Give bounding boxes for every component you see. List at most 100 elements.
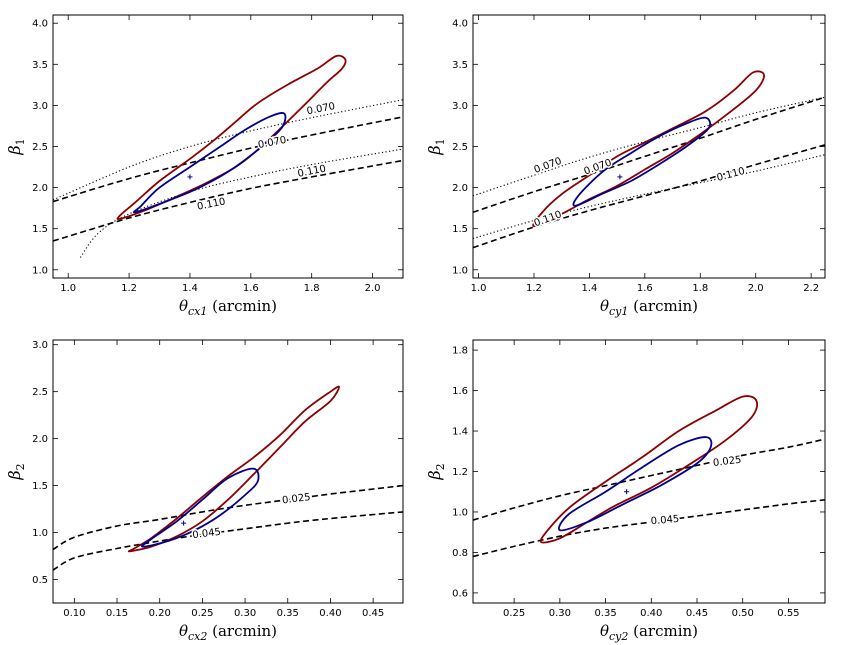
inner-contour <box>141 467 260 548</box>
line-label: 0.045 <box>650 514 679 527</box>
x-axis-label-subscript: cy2 <box>609 630 628 643</box>
dashed-line-0-110 <box>473 144 825 249</box>
line-label: 0.070 <box>257 135 287 151</box>
dotted-line-0-110 <box>79 148 403 258</box>
plot-area: 0.025 0.045 <box>53 385 403 571</box>
x-axis-label-unit: (arcmin) <box>207 622 277 640</box>
y-tick-label: 0.6 <box>452 588 468 599</box>
y-axis-label-subscript: 2 <box>14 463 27 470</box>
x-tick-label: 2.2 <box>803 283 819 294</box>
x-tick-label: 0.30 <box>549 608 571 619</box>
x-tick-label: 1.8 <box>692 283 708 294</box>
x-tick-label: 0.25 <box>503 608 525 619</box>
y-tick-label: 1.5 <box>32 224 48 235</box>
x-tick-label: 1.8 <box>304 283 320 294</box>
x-tick-label: 1.6 <box>637 283 653 294</box>
line-label: 0.110 <box>716 166 747 184</box>
axes-frame <box>52 339 404 604</box>
x-tick-label: 2.0 <box>365 283 381 294</box>
y-tick-label: 1.8 <box>452 346 468 357</box>
y-tick-label: 0.5 <box>32 575 48 586</box>
dashed-line-0-025 <box>53 484 403 551</box>
y-tick-label: 1.0 <box>452 265 468 276</box>
y-axis-label-symbol: β <box>425 470 444 480</box>
x-tick-label: 1.4 <box>581 283 597 294</box>
inner-contour <box>572 116 711 207</box>
x-tick-label: 0.25 <box>191 608 213 619</box>
outer-contour <box>532 70 765 228</box>
best-fit-marker <box>624 489 630 495</box>
line-label: 0.045 <box>192 527 222 541</box>
dashed-line-0-045 <box>473 499 825 558</box>
x-axis-label-symbol: θ <box>600 622 609 640</box>
x-tick-label: 0.40 <box>640 608 662 619</box>
x-tick-label: 0.35 <box>277 608 299 619</box>
x-axis-label: θcy1 (arcmin) <box>600 297 698 318</box>
y-axis-label-symbol: β <box>5 470 24 480</box>
x-axis-label-symbol: θ <box>179 297 188 315</box>
line-label: 0.070 <box>306 101 336 117</box>
y-tick-label: 2.5 <box>452 142 468 153</box>
x-tick-label: 0.40 <box>319 608 341 619</box>
y-tick-label: 2.5 <box>32 142 48 153</box>
x-tick-label: 0.10 <box>63 608 85 619</box>
y-axis-label: β1 <box>5 138 27 155</box>
y-tick-label: 3.0 <box>452 101 468 112</box>
y-tick-label: 1.5 <box>452 224 468 235</box>
x-tick-label: 1.2 <box>121 283 137 294</box>
x-tick-label: 0.50 <box>732 608 754 619</box>
y-tick-label: 2.0 <box>452 183 468 194</box>
best-fit-marker <box>181 520 187 526</box>
x-axis-label-unit: (arcmin) <box>207 297 277 315</box>
x-tick-label: 0.20 <box>149 608 171 619</box>
line-label: 0.110 <box>196 196 226 212</box>
line-label: 0.025 <box>281 492 311 506</box>
y-axis-label-subscript: 1 <box>14 138 27 145</box>
inner-contour <box>132 112 287 214</box>
dotted-line-0-070 <box>53 99 403 201</box>
x-axis-label-subscript: cy1 <box>609 305 628 318</box>
y-tick-label: 3.0 <box>32 101 48 112</box>
y-tick-label: 1.0 <box>32 528 48 539</box>
y-tick-label: 2.0 <box>32 183 48 194</box>
x-axis-label: θcx2 (arcmin) <box>179 622 277 643</box>
axes-frame <box>472 14 826 279</box>
x-axis-label-symbol: θ <box>600 297 609 315</box>
dotted-line-0-070 <box>473 96 825 197</box>
y-tick-label: 1.0 <box>452 507 468 518</box>
x-tick-label: 1.6 <box>243 283 259 294</box>
dotted-line-0-110 <box>473 154 825 240</box>
y-tick-label: 1.0 <box>32 265 48 276</box>
axes-frame <box>52 14 404 279</box>
panel-theta-cx2-beta2: 0.025 0.045 0.10 0.15 0.20 0.25 0.30 0.35 0.40 0.… <box>5 339 404 643</box>
outer-contour <box>539 395 759 544</box>
x-tick-label: 0.55 <box>777 608 799 619</box>
x-axis-label-symbol: θ <box>179 622 188 640</box>
y-axis-label-symbol: β <box>5 145 24 155</box>
y-tick-label: 2.5 <box>32 387 48 398</box>
x-tick-label: 2.0 <box>748 283 764 294</box>
y-tick-label: 1.2 <box>452 467 468 478</box>
plot-area: 0.025 0.045 <box>473 395 825 558</box>
panel-theta-cy2-beta2: 0.025 0.045 0.25 0.30 0.35 0.40 0.45 0.50 0.55 0.… <box>425 339 826 643</box>
line-label: 0.025 <box>712 455 742 469</box>
x-tick-label: 0.30 <box>234 608 256 619</box>
x-tick-label: 0.45 <box>362 608 384 619</box>
dashed-line-0-110 <box>53 159 403 242</box>
y-tick-label: 4.0 <box>32 19 48 30</box>
x-axis-label-subscript: cx2 <box>188 630 207 643</box>
y-tick-label: 1.4 <box>452 427 468 438</box>
axes-frame <box>472 339 826 604</box>
outer-contour <box>127 385 340 553</box>
x-tick-label: 1.0 <box>60 283 76 294</box>
inner-contour <box>558 436 713 532</box>
y-tick-label: 4.0 <box>452 19 468 30</box>
x-tick-label: 0.15 <box>106 608 128 619</box>
line-label: 0.110 <box>533 209 564 229</box>
dashed-line-0-045 <box>53 511 403 571</box>
x-tick-label: 1.0 <box>471 283 487 294</box>
